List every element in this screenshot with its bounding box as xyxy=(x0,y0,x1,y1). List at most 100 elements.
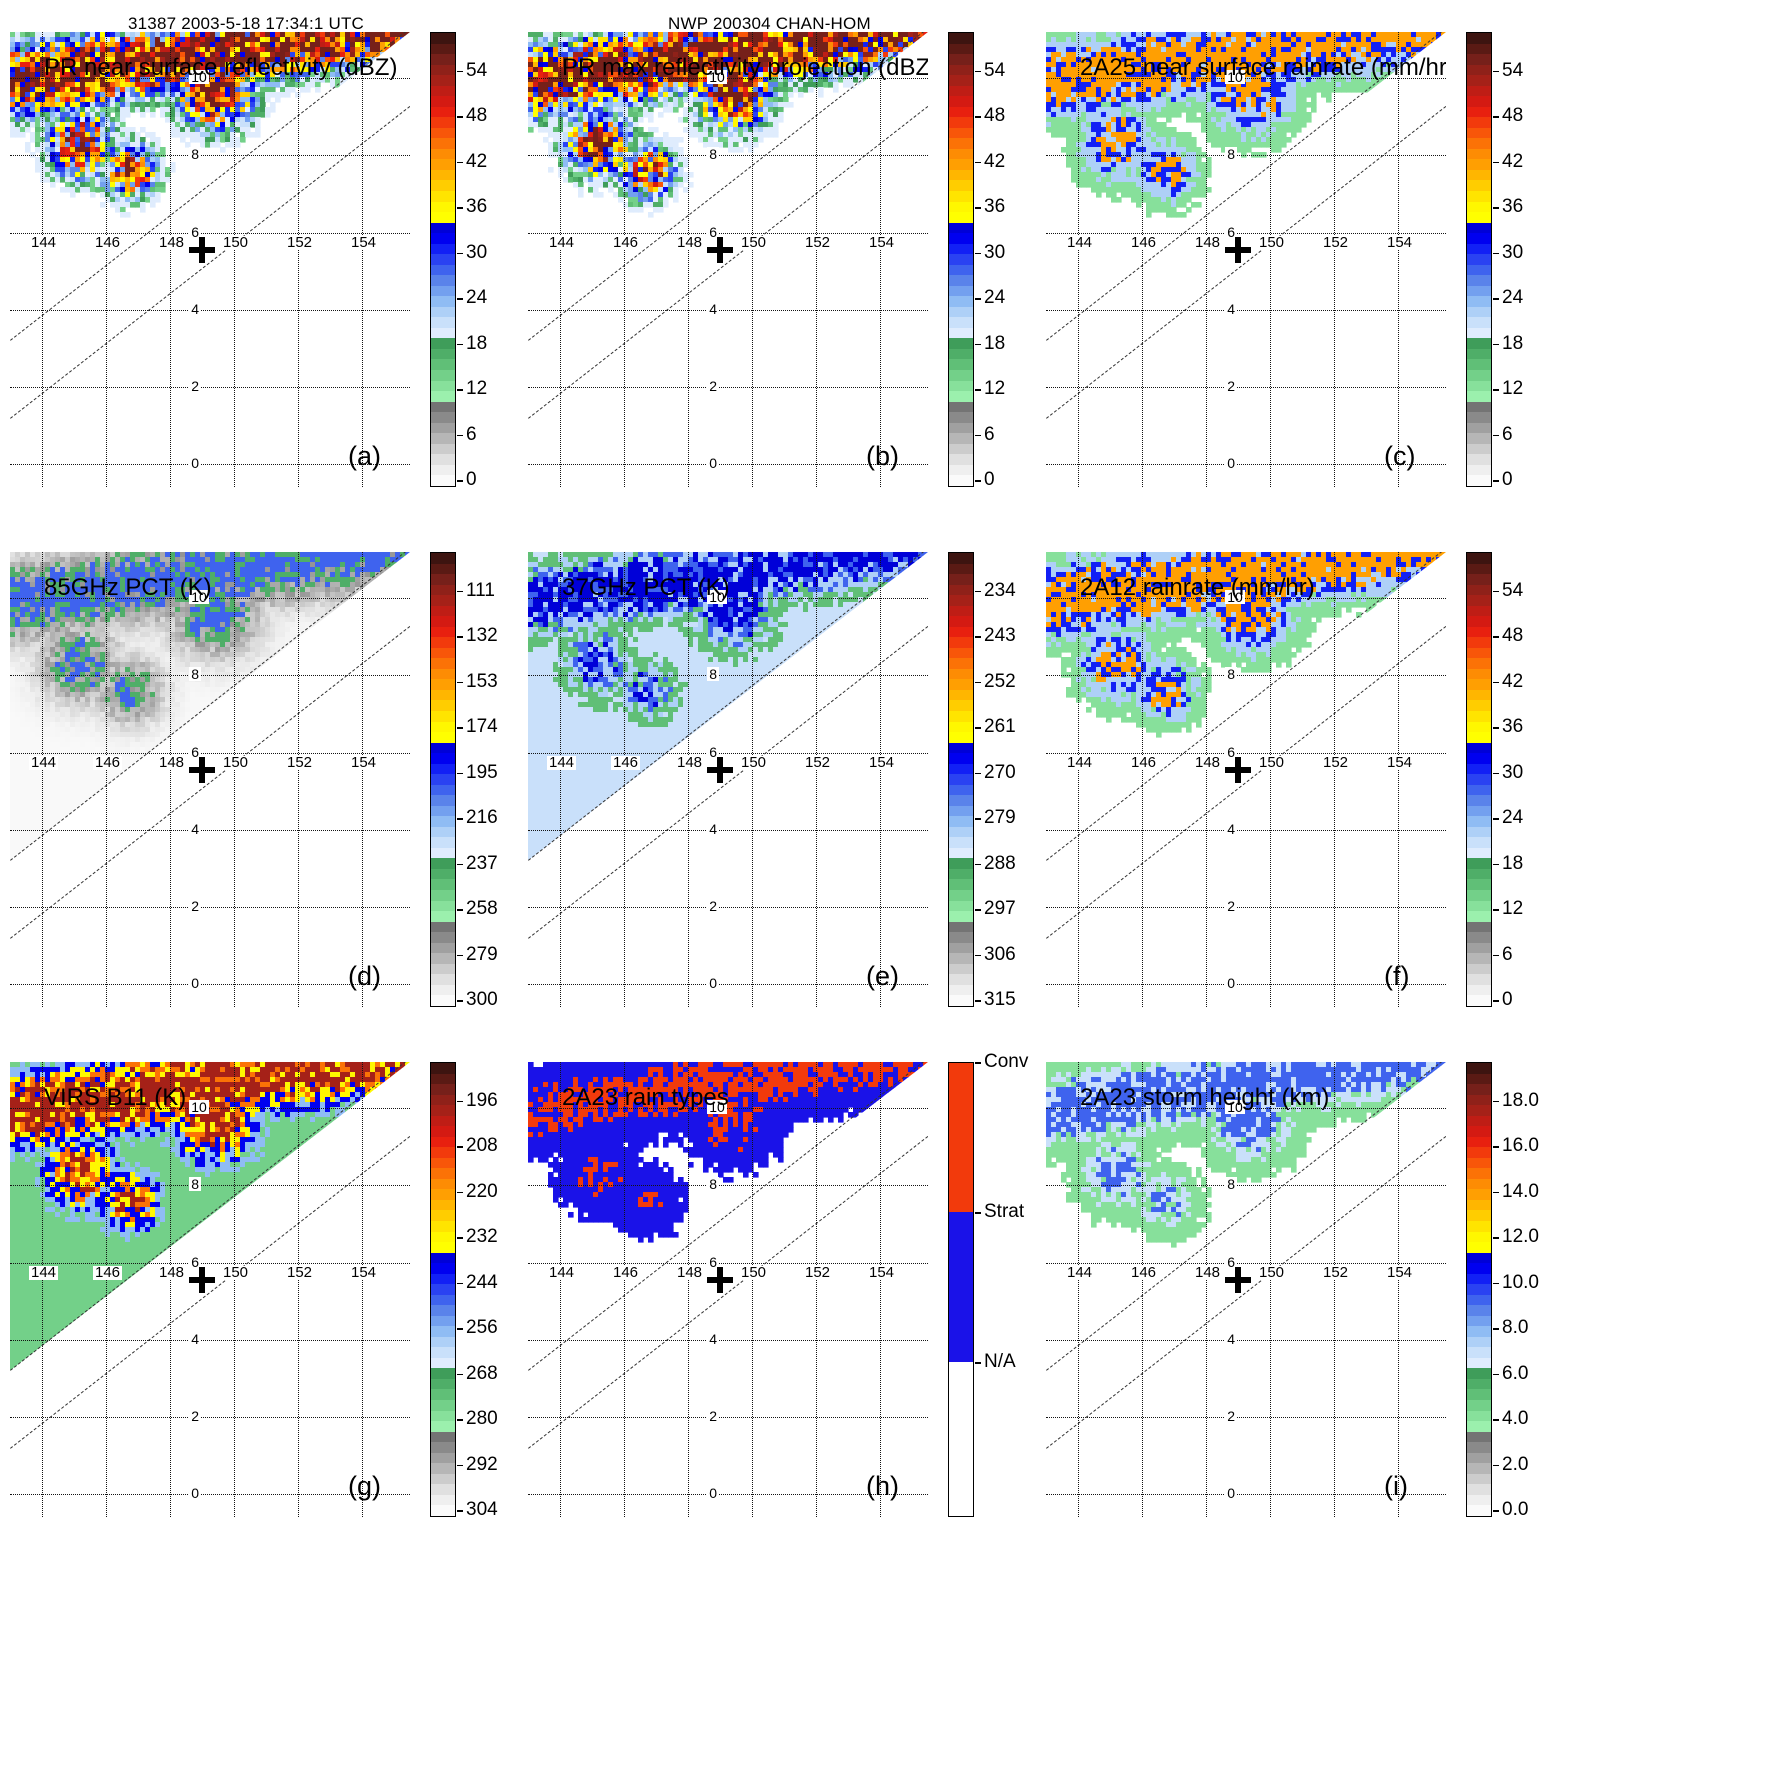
colorbar-segment xyxy=(1467,327,1491,339)
colorbar-segment xyxy=(1467,784,1491,796)
colorbar-segment xyxy=(949,464,973,476)
map-area[interactable]: 144 146 148 150 152 154 10 8 6 4 2 0 2A23 rain types… xyxy=(528,1062,928,1517)
colorbar-segment xyxy=(1467,1220,1491,1232)
colorbar-segment xyxy=(1467,1431,1491,1443)
grid-line-lon xyxy=(234,32,235,487)
colorbar-segment xyxy=(1467,380,1491,392)
colorbar-segment xyxy=(1467,1210,1491,1221)
colorbar-segment xyxy=(1467,953,1491,964)
colorbar[interactable]: 18.0 16.0 14.0 12.0 10.0 8.0 6.0 4.0 2.0 0.0 xyxy=(1466,1062,1586,1520)
colorbar-segment xyxy=(431,584,455,596)
colorbar-tick-label: 300 xyxy=(457,989,498,1011)
colorbar-gradient xyxy=(1466,552,1492,1007)
colorbar-segment xyxy=(431,1421,455,1432)
lat-tick-label: 6 xyxy=(1225,744,1237,759)
colorbar-tick-label: 6.0 xyxy=(1493,1363,1528,1385)
colorbar-segment xyxy=(949,963,973,975)
grid-line-lon xyxy=(688,1062,689,1517)
colorbar-segment xyxy=(1467,1336,1491,1348)
colorbar-tick-label: 297 xyxy=(975,898,1016,920)
colorbar-segment xyxy=(949,984,973,996)
colorbar[interactable]: 234 243 252 261 270 279 288 297 306 315 xyxy=(948,552,1068,1010)
colorbar-segment xyxy=(1467,858,1491,869)
nadir-cross-marker xyxy=(707,236,733,263)
colorbar[interactable]: 54 48 42 36 30 24 18 12 6 0 xyxy=(430,32,550,490)
map-area[interactable]: 144 146 148 150 152 154 10 8 6 4 2 0 85GHz PCT (K) (d… xyxy=(10,552,410,1007)
colorbar-tick-label: 54 xyxy=(1493,60,1523,82)
colorbar-segment xyxy=(1467,1147,1491,1158)
grid-line-lat xyxy=(1046,1185,1446,1187)
colorbar-tick-label: 42 xyxy=(1493,151,1523,173)
grid-line-lon xyxy=(1334,552,1335,1007)
map-area[interactable]: 144 146 148 150 152 154 10 8 6 4 2 0 PR near surface… xyxy=(10,32,410,487)
colorbar-tick-label: 30 xyxy=(975,242,1005,264)
colorbar-segment xyxy=(949,647,973,659)
colorbar-segment xyxy=(431,233,455,244)
colorbar-segment xyxy=(431,243,455,255)
colorbar[interactable]: 111 132 153 174 195 216 237 258 279 300 xyxy=(430,552,550,1010)
legend-segment xyxy=(949,1063,973,1213)
lon-tick-label: 152 xyxy=(803,235,833,250)
lon-tick-label: 144 xyxy=(29,235,59,250)
colorbar-segment xyxy=(1467,837,1491,848)
lat-tick-label: 8 xyxy=(189,147,201,162)
grid-line-lon xyxy=(170,1062,171,1517)
colorbar-segment xyxy=(1467,1389,1491,1400)
map-area[interactable]: 144 146 148 150 152 154 10 8 6 4 2 0 2A25 near surfa… xyxy=(1046,32,1446,487)
colorbar-segment xyxy=(949,774,973,785)
colorbar-tick-label: 24 xyxy=(1493,287,1523,309)
colorbar-segment xyxy=(431,275,455,286)
lat-tick-label: 8 xyxy=(1225,667,1237,682)
colorbar-segment xyxy=(431,753,455,764)
colorbar-tick-label: 8.0 xyxy=(1493,1317,1528,1339)
colorbar[interactable]: 54 48 42 36 30 24 18 12 6 0 xyxy=(1466,552,1586,1010)
grid-line-lon xyxy=(362,32,363,487)
colorbar-tick-label: 36 xyxy=(1493,196,1523,218)
rain-type-legend-bar[interactable] xyxy=(948,1062,974,1517)
lon-tick-label: 152 xyxy=(285,235,315,250)
colorbar[interactable]: 54 48 42 36 30 24 18 12 6 0 xyxy=(948,32,1068,490)
colorbar-segment xyxy=(949,401,973,413)
colorbar-segment xyxy=(949,254,973,265)
grid-line-lon xyxy=(688,32,689,487)
colorbar-segment xyxy=(431,1231,455,1243)
colorbar-segment xyxy=(431,1263,455,1274)
map-area[interactable]: 144 146 148 150 152 154 10 8 6 4 2 0 37GHz PCT (K) (e… xyxy=(528,552,928,1007)
colorbar-tick-label: 208 xyxy=(457,1135,498,1157)
colorbar-segment xyxy=(1467,1326,1491,1337)
colorbar[interactable]: 54 48 42 36 30 24 18 12 6 0 xyxy=(1466,32,1586,490)
colorbar-segment xyxy=(949,75,973,86)
map-area[interactable]: 144 146 148 150 152 154 10 8 6 4 2 0 PR max reflecti… xyxy=(528,32,928,487)
colorbar-tick-label: 244 xyxy=(457,1272,498,1294)
colorbar-segment xyxy=(431,1210,455,1221)
map-canvas: 144 146 148 150 152 154 10 8 6 4 2 0 xyxy=(10,1062,410,1517)
colorbar-segment xyxy=(949,742,973,754)
colorbar-tick-label: 6 xyxy=(1493,944,1513,966)
grid-line-lat xyxy=(1046,78,1446,80)
colorbar-segment xyxy=(1467,1231,1491,1243)
colorbar[interactable]: Conv Strat N/A xyxy=(948,1051,1068,1517)
colorbar-segment xyxy=(431,391,455,402)
colorbar-segment xyxy=(1467,233,1491,244)
lat-tick-label: 6 xyxy=(1225,1254,1237,1269)
lat-tick-label: 2 xyxy=(189,378,201,393)
colorbar-segment xyxy=(949,306,973,318)
colorbar-segment xyxy=(1467,117,1491,128)
colorbar-segment xyxy=(1467,475,1491,486)
colorbar[interactable]: 196 208 220 232 244 256 268 280 292 304 xyxy=(430,1062,550,1520)
map-area[interactable]: 144 146 148 150 152 154 10 8 6 4 2 0 VIRS B11 (K) (g) xyxy=(10,1062,410,1517)
colorbar-segment xyxy=(1467,201,1491,213)
colorbar-segment xyxy=(1467,1126,1491,1137)
colorbar-segment xyxy=(431,464,455,476)
colorbar-segment xyxy=(1467,616,1491,627)
map-area[interactable]: 144 146 148 150 152 154 10 8 6 4 2 0 2A23 storm heig… xyxy=(1046,1062,1446,1517)
grid-line-lon xyxy=(1142,552,1143,1007)
colorbar-segment xyxy=(431,1178,455,1190)
colorbar-segment xyxy=(1467,984,1491,996)
colorbar-segment xyxy=(1467,932,1491,943)
map-area[interactable]: 144 146 148 150 152 154 10 8 6 4 2 0 2A12 rainrate (… xyxy=(1046,552,1446,1007)
colorbar-segment xyxy=(1467,275,1491,286)
colorbar-segment xyxy=(1467,942,1491,954)
colorbar-tick-label: 256 xyxy=(457,1317,498,1339)
colorbar-tick-label: 12 xyxy=(975,378,1005,400)
